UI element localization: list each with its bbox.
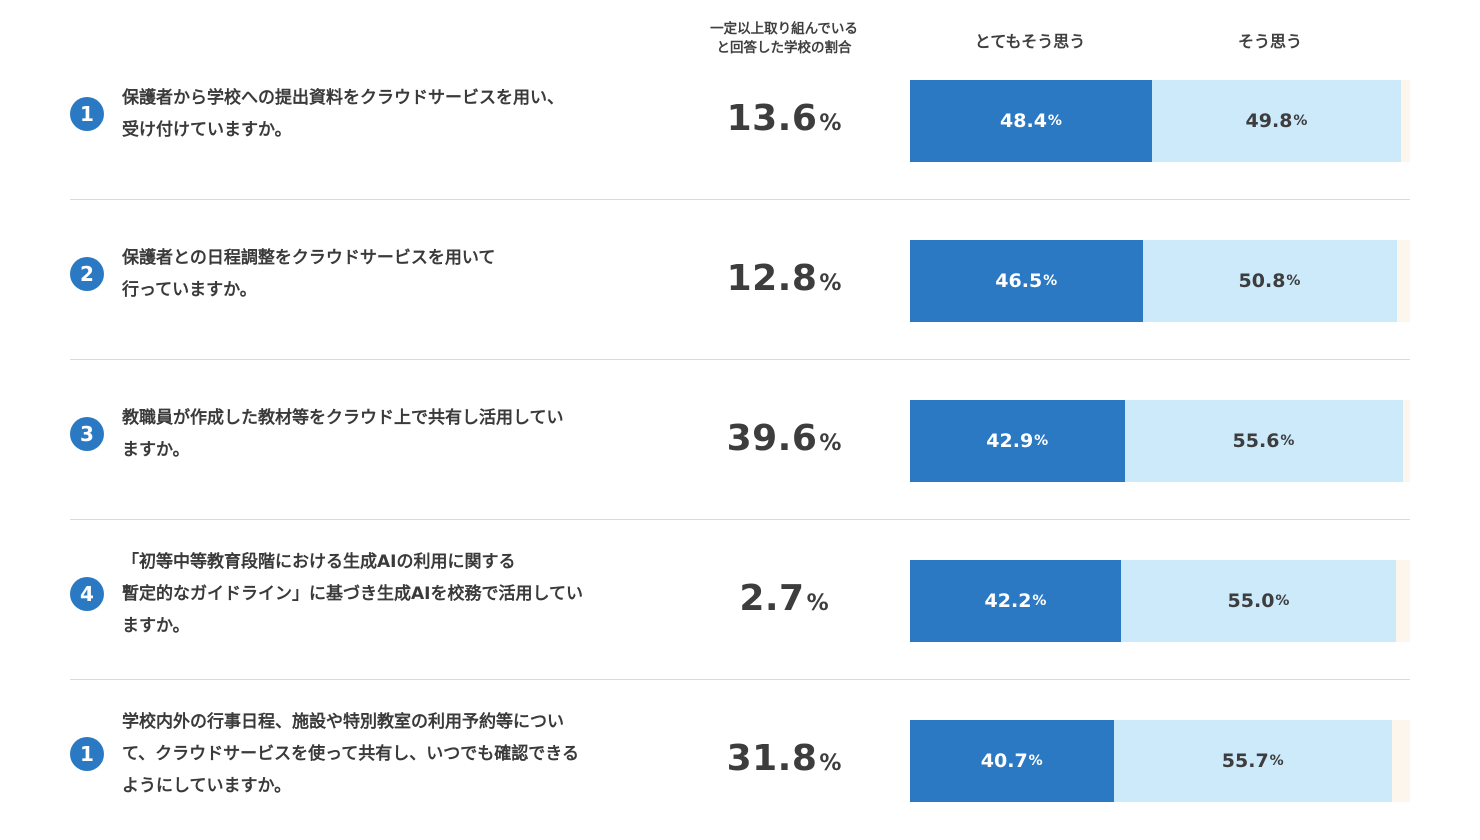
rate-value: 31.8% bbox=[684, 738, 884, 779]
row-divider bbox=[70, 199, 1410, 200]
row-divider bbox=[70, 679, 1410, 680]
bar-label-strongly-agree: 46.5 bbox=[995, 270, 1043, 292]
question-line: 保護者との日程調整をクラウドサービスを用いて bbox=[122, 248, 496, 268]
bar-label-agree: 49.8 bbox=[1245, 110, 1293, 132]
rate-percent-sign: % bbox=[819, 271, 842, 296]
rate-value: 13.6% bbox=[684, 98, 884, 139]
bar-segment-agree: 55.0% bbox=[1121, 560, 1396, 642]
survey-row: 2 保護者との日程調整をクラウドサービスを用いて 行っていますか。 12.8% 46.5… bbox=[0, 200, 1480, 360]
bar-segment-strongly-agree: 40.7% bbox=[910, 720, 1114, 802]
question-number-badge: 1 bbox=[70, 737, 104, 771]
rate-percent-sign: % bbox=[819, 111, 842, 136]
rate-number: 12.8 bbox=[726, 258, 818, 299]
rate-percent-sign: % bbox=[819, 431, 842, 456]
question-number-badge: 2 bbox=[70, 257, 104, 291]
bar-label-strongly-agree: 42.2 bbox=[984, 590, 1032, 612]
bar-label-percent-sign: % bbox=[1034, 433, 1049, 449]
bar-label-agree: 50.8 bbox=[1238, 270, 1286, 292]
stacked-bar: 40.7% 55.7% bbox=[910, 720, 1410, 802]
bar-segment-strongly-agree: 42.9% bbox=[910, 400, 1125, 482]
bar-label-percent-sign: % bbox=[1293, 113, 1308, 129]
question-line: 学校内外の行事日程、施設や特別教室の利用予約等につい bbox=[122, 712, 564, 732]
question-line: 保護者から学校への提出資料をクラウドサービスを用い、 bbox=[122, 88, 564, 108]
bar-label-percent-sign: % bbox=[1043, 273, 1058, 289]
stacked-bar: 46.5% 50.8% bbox=[910, 240, 1410, 322]
bar-label-strongly-agree: 40.7 bbox=[980, 750, 1028, 772]
stacked-bar: 48.4% 49.8% bbox=[910, 80, 1410, 162]
header-agree: そう思う bbox=[1237, 32, 1302, 51]
question-line: 「初等中等教育段階における生成AIの利用に関する bbox=[122, 552, 516, 572]
question-line: て、クラウドサービスを使って共有し、いつでも確認できる bbox=[122, 744, 579, 764]
question-number-badge: 1 bbox=[70, 97, 104, 131]
header-rate-line1: 一定以上取り組んでいる bbox=[710, 21, 858, 37]
bar-segment-agree: 55.6% bbox=[1124, 400, 1403, 482]
question-line: 暫定的なガイドライン」に基づき生成AIを校務で活用してい bbox=[122, 584, 583, 604]
bar-segment-strongly-agree: 48.4% bbox=[910, 80, 1152, 162]
bar-label-percent-sign: % bbox=[1269, 753, 1284, 769]
question-line: 受け付けていますか。 bbox=[122, 120, 292, 140]
rate-number: 31.8 bbox=[726, 738, 818, 779]
header-rate: 一定以上取り組んでいる と回答した学校の割合 bbox=[684, 20, 884, 58]
header-rate-line2: と回答した学校の割合 bbox=[716, 40, 852, 56]
bar-label-strongly-agree: 42.9 bbox=[986, 430, 1034, 452]
bar-segment-agree: 49.8% bbox=[1152, 80, 1401, 162]
bar-label-percent-sign: % bbox=[1032, 593, 1047, 609]
stacked-bar: 42.2% 55.0% bbox=[910, 560, 1410, 642]
bar-label-percent-sign: % bbox=[1047, 113, 1062, 129]
bar-label-strongly-agree: 48.4 bbox=[1000, 110, 1047, 132]
bar-label-percent-sign: % bbox=[1280, 433, 1295, 449]
rate-value: 2.7% bbox=[684, 578, 884, 619]
row-divider bbox=[70, 359, 1410, 360]
question-text: 「初等中等教育段階における生成AIの利用に関する暫定的なガイドライン」に基づき生… bbox=[122, 546, 667, 642]
rate-percent-sign: % bbox=[819, 751, 842, 776]
bar-label-agree: 55.0 bbox=[1227, 590, 1275, 612]
survey-row: 3 教職員が作成した教材等をクラウド上で共有し活用してい ますか。 39.6% 42.9… bbox=[0, 360, 1480, 520]
rate-value: 39.6% bbox=[684, 418, 884, 459]
survey-row: 4 「初等中等教育段階における生成AIの利用に関する暫定的なガイドライン」に基づき… bbox=[0, 520, 1480, 680]
bar-label-agree: 55.6 bbox=[1232, 430, 1280, 452]
bar-segment-agree: 55.7% bbox=[1113, 720, 1392, 802]
question-line: 行っていますか。 bbox=[122, 280, 257, 300]
bar-label-percent-sign: % bbox=[1286, 273, 1301, 289]
question-number-badge: 3 bbox=[70, 417, 104, 451]
question-line: 教職員が作成した教材等をクラウド上で共有し活用してい bbox=[122, 408, 564, 428]
bar-label-percent-sign: % bbox=[1275, 593, 1290, 609]
survey-row: 1 保護者から学校への提出資料をクラウドサービスを用い、 受け付けていますか。 13.… bbox=[0, 40, 1480, 200]
header-strongly-agree: とてもそう思う bbox=[974, 32, 1086, 51]
bar-label-percent-sign: % bbox=[1028, 753, 1043, 769]
question-text: 保護者から学校への提出資料をクラウドサービスを用い、 受け付けていますか。 bbox=[122, 82, 667, 146]
question-line: ますか。 bbox=[122, 616, 190, 636]
bar-segment-agree: 50.8% bbox=[1142, 240, 1397, 322]
survey-row: 1 学校内外の行事日程、施設や特別教室の利用予約等につい て、クラウドサービスを使っ… bbox=[0, 680, 1480, 840]
bar-segment-strongly-agree: 42.2% bbox=[910, 560, 1121, 642]
rate-percent-sign: % bbox=[806, 591, 829, 616]
question-line: ようにしていますか。 bbox=[122, 776, 292, 796]
stacked-bar: 42.9% 55.6% bbox=[910, 400, 1410, 482]
rate-number: 39.6 bbox=[726, 418, 818, 459]
rate-number: 13.6 bbox=[726, 98, 818, 139]
question-number-badge: 4 bbox=[70, 577, 104, 611]
question-text: 教職員が作成した教材等をクラウド上で共有し活用してい ますか。 bbox=[122, 402, 667, 466]
bar-label-agree: 55.7 bbox=[1221, 750, 1269, 772]
question-text: 保護者との日程調整をクラウドサービスを用いて 行っていますか。 bbox=[122, 242, 667, 306]
bar-segment-strongly-agree: 46.5% bbox=[910, 240, 1143, 322]
rate-number: 2.7 bbox=[739, 578, 805, 619]
row-divider bbox=[70, 519, 1410, 520]
question-line: ますか。 bbox=[122, 440, 190, 460]
question-text: 学校内外の行事日程、施設や特別教室の利用予約等につい て、クラウドサービスを使って… bbox=[122, 706, 667, 802]
rate-value: 12.8% bbox=[684, 258, 884, 299]
